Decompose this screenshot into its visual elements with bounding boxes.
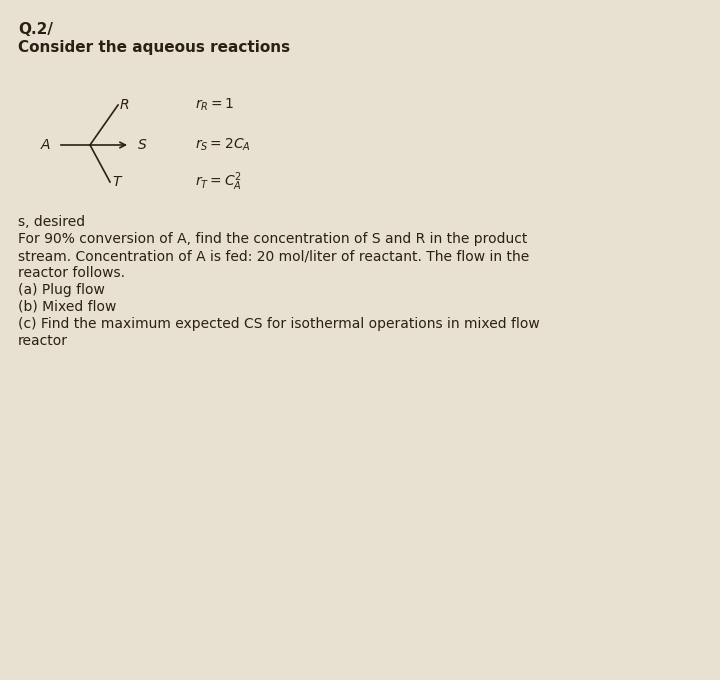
Text: reactor: reactor — [18, 334, 68, 348]
Text: T: T — [112, 175, 120, 189]
Text: R: R — [120, 98, 130, 112]
Text: Consider the aqueous reactions: Consider the aqueous reactions — [18, 40, 290, 55]
Text: S: S — [138, 138, 147, 152]
Text: $r_S=2C_A$: $r_S=2C_A$ — [195, 137, 251, 153]
Text: reactor follows.: reactor follows. — [18, 266, 125, 280]
Text: s, desired: s, desired — [18, 215, 85, 229]
Text: Q.2/: Q.2/ — [18, 22, 53, 37]
Text: (b) Mixed flow: (b) Mixed flow — [18, 300, 117, 314]
Text: stream. Concentration of A is fed: 20 mol/liter of reactant. The flow in the: stream. Concentration of A is fed: 20 mo… — [18, 249, 529, 263]
Text: (a) Plug flow: (a) Plug flow — [18, 283, 105, 297]
Text: For 90% conversion of A, find the concentration of S and R in the product: For 90% conversion of A, find the concen… — [18, 232, 527, 246]
Text: $r_R=1$: $r_R=1$ — [195, 97, 235, 113]
Text: (c) Find the maximum expected CS for isothermal operations in mixed flow: (c) Find the maximum expected CS for iso… — [18, 317, 540, 331]
Text: A: A — [40, 138, 50, 152]
Text: $r_T=C_A^2$: $r_T=C_A^2$ — [195, 171, 242, 193]
